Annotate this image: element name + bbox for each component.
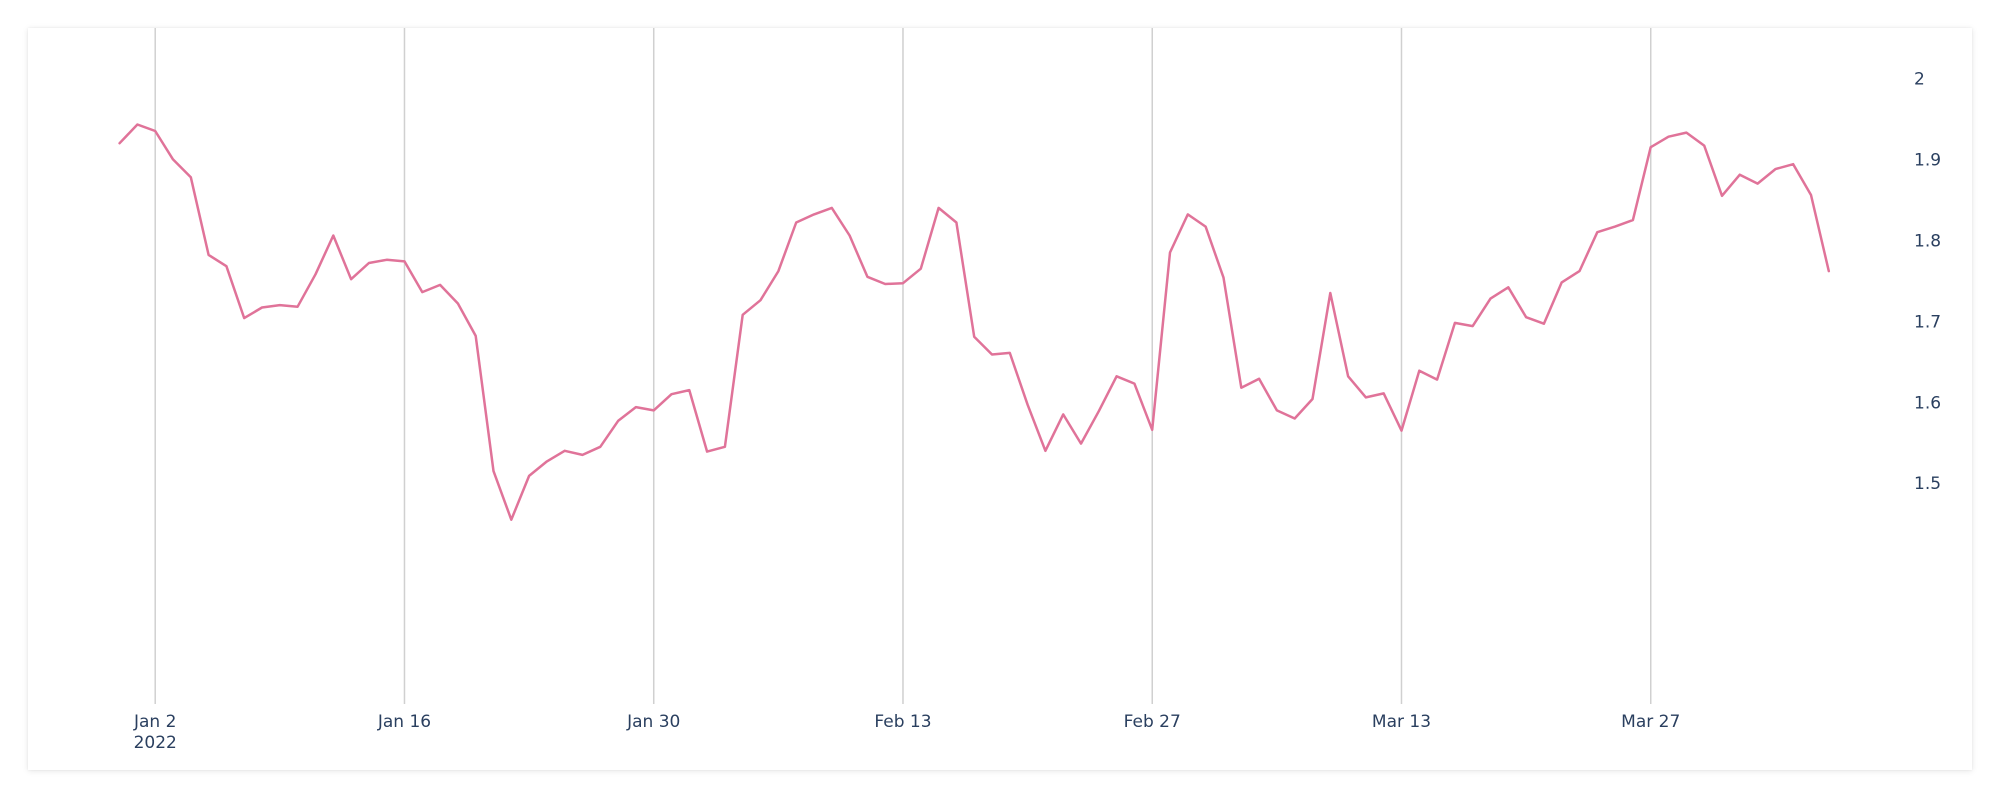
x-tick-label: Mar 27 bbox=[1621, 712, 1680, 732]
x-tick-label: Mar 13 bbox=[1372, 712, 1431, 732]
x-tick-label: Jan 16 bbox=[377, 712, 431, 732]
x-tick-year-label: 2022 bbox=[134, 733, 177, 753]
y-tick-label: 2 bbox=[1914, 69, 1925, 89]
vertical-gridlines bbox=[154, 28, 1652, 704]
y-axis: 1.5 1.6 1.7 1.8 1.9 2 bbox=[1914, 69, 1941, 494]
plot-area bbox=[118, 123, 1831, 521]
x-tick-label: Feb 27 bbox=[1124, 712, 1181, 732]
x-tick-label: Jan 2 bbox=[133, 712, 176, 732]
y-tick-label: 1.8 bbox=[1914, 231, 1941, 251]
y-tick-label: 1.5 bbox=[1914, 474, 1941, 494]
y-tick-label: 1.9 bbox=[1914, 150, 1941, 170]
x-tick-label: Feb 13 bbox=[874, 712, 931, 732]
y-tick-label: 1.7 bbox=[1914, 312, 1941, 332]
x-tick-label: Jan 30 bbox=[626, 712, 680, 732]
series-line-0 bbox=[118, 123, 1831, 521]
y-tick-label: 1.6 bbox=[1914, 393, 1941, 413]
chart-card: Jan 2 2022 Jan 16 Jan 30 Feb 13 Feb 27 Mar 13 M… bbox=[28, 28, 1972, 770]
